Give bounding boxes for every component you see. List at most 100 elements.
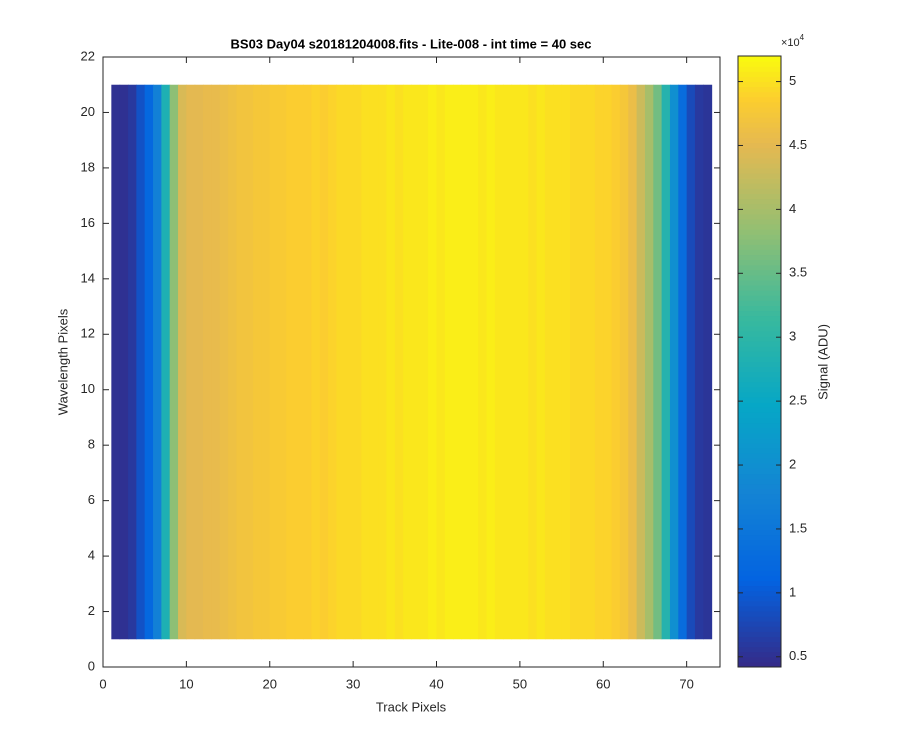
colorbar-strip — [738, 203, 781, 210]
heatmap-cell — [611, 84, 621, 640]
y-tick-label: 18 — [81, 159, 95, 174]
heatmap-cell — [336, 84, 346, 640]
colorbar-strip — [738, 280, 781, 286]
heatmap-cell — [219, 84, 229, 640]
colorbar-strip — [738, 402, 781, 408]
colorbar-strip — [738, 656, 781, 663]
colorbar-strip — [738, 504, 781, 510]
heatmap-cell — [344, 84, 354, 640]
colorbar-strip — [738, 249, 781, 256]
colorbar-tick-label: 3.5 — [789, 265, 807, 280]
heatmap-cell — [244, 84, 254, 640]
heatmap-cell — [128, 84, 137, 640]
colorbar-strip — [738, 534, 781, 541]
colorbar-strip — [738, 81, 781, 88]
colorbar-strip — [738, 132, 781, 138]
colorbar-strip — [738, 575, 781, 581]
colorbar-tick-label: 3 — [789, 329, 796, 344]
heatmap-cell — [111, 84, 121, 640]
heatmap-cell — [228, 84, 237, 640]
colorbar-strip — [738, 468, 781, 475]
colorbar-strip — [738, 417, 781, 424]
colorbar-strip — [738, 341, 781, 347]
colorbar-tick-label: 2 — [789, 456, 796, 471]
colorbar-strip — [738, 218, 781, 225]
colorbar-strip — [738, 544, 781, 551]
colorbar-strip — [738, 570, 781, 576]
colorbar-strip — [738, 86, 781, 93]
colorbar-tick-label: 1.5 — [789, 520, 807, 535]
y-tick-label: 14 — [81, 270, 95, 285]
colorbar-strip — [738, 76, 781, 82]
colorbar-strip — [738, 305, 781, 312]
heatmap-cell — [428, 84, 438, 640]
colorbar-strip — [738, 661, 781, 668]
heatmap-cell — [544, 84, 554, 640]
colorbar-tick-label: 2.5 — [789, 393, 807, 408]
colorbar-strip — [738, 651, 781, 658]
heatmap-cell — [453, 84, 463, 640]
colorbar-strip — [738, 549, 781, 556]
colorbar-strip — [738, 514, 781, 520]
colorbar-strip — [738, 458, 781, 464]
colorbar-strip — [738, 565, 781, 571]
y-tick-label: 16 — [81, 215, 95, 230]
heatmap-cell — [378, 84, 387, 640]
colorbar-strip — [738, 285, 781, 291]
colorbar-strip — [738, 244, 781, 250]
colorbar-strip — [738, 432, 781, 439]
colorbar-tick-label: 4.5 — [789, 137, 807, 152]
colorbar-strip — [738, 371, 781, 378]
heatmap-cell — [569, 84, 579, 640]
colorbar-strip — [738, 254, 781, 261]
colorbar-strip — [738, 605, 781, 612]
heatmap-cell — [203, 84, 212, 640]
heatmap-cell — [461, 84, 471, 640]
colorbar-strip — [738, 127, 781, 133]
colorbar-strip — [738, 386, 781, 393]
heatmap-cell — [494, 84, 504, 640]
heatmap-cell — [703, 84, 713, 640]
heatmap-cell — [594, 84, 604, 640]
heatmap-cell — [194, 84, 204, 640]
heatmap-cell — [161, 84, 171, 640]
colorbar-strip — [738, 621, 781, 627]
x-tick-label: 30 — [346, 676, 360, 691]
colorbar-strip — [738, 524, 781, 531]
heatmap-cell — [678, 84, 688, 640]
colorbar-strip — [738, 162, 781, 169]
colorbar-strip — [738, 264, 781, 271]
colorbar-strip — [738, 274, 781, 281]
colorbar-strip — [738, 152, 781, 159]
colorbar-strip — [738, 448, 781, 454]
heatmap-cell — [603, 84, 613, 640]
colorbar-strip — [738, 351, 781, 357]
colorbar-strip — [738, 590, 781, 597]
colorbar-strip — [738, 310, 781, 317]
colorbar-strip — [738, 483, 781, 490]
colorbar-strip — [738, 147, 781, 154]
y-tick-label: 20 — [81, 104, 95, 119]
colorbar-strip — [738, 336, 781, 342]
heatmap-cell — [519, 84, 529, 640]
heatmap-cell — [469, 84, 479, 640]
colorbar-strip — [738, 610, 781, 617]
colorbar-strip — [738, 71, 781, 77]
colorbar-strip — [738, 61, 781, 67]
heatmap-cell — [661, 84, 671, 640]
heatmap-cell — [561, 84, 571, 640]
colorbar-strip — [738, 198, 781, 205]
colorbar-strip — [738, 183, 781, 189]
colorbar-strip — [738, 320, 781, 327]
colorbar-strip — [738, 112, 781, 118]
heatmap-cell — [236, 84, 246, 640]
colorbar-strip — [738, 437, 781, 444]
axes-box — [102, 56, 721, 668]
heatmap-cell — [369, 84, 379, 640]
multiplier-exponent: 4 — [800, 33, 805, 42]
colorbar-label: Signal (ADU) — [815, 324, 830, 400]
heatmap-cell — [328, 84, 337, 640]
colorbar-strip — [738, 580, 781, 587]
heatmap-cell — [169, 84, 179, 640]
colorbar-strip — [738, 168, 781, 174]
